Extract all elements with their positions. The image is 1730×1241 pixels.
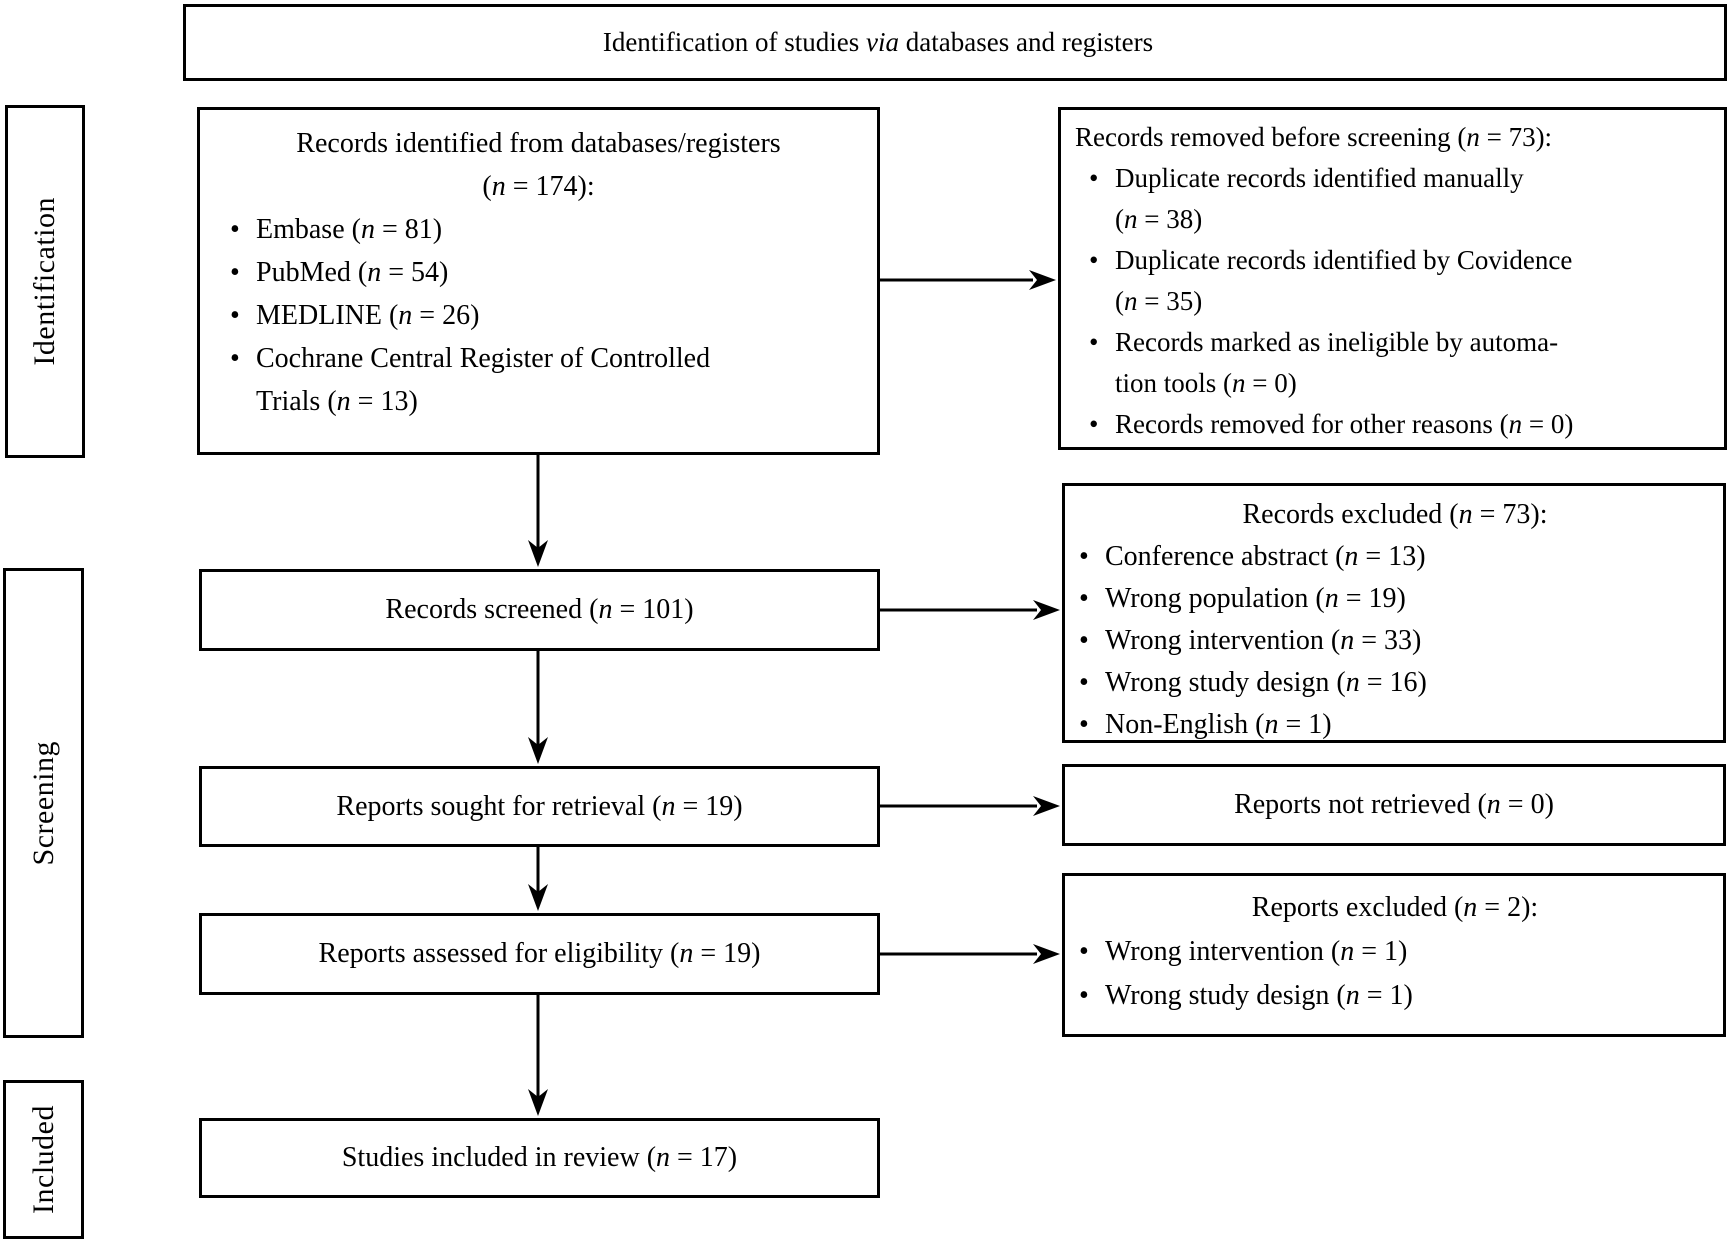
records-identified-bullet-cochrane: • Cochrane Central Register of Controlle…	[230, 337, 861, 423]
banner-box: Identification of studies via databases …	[183, 4, 1727, 81]
bullet-marker: •	[1079, 980, 1089, 1011]
arrow-assessed-to-included	[528, 995, 548, 1116]
records-excluded-bullet-intervention: • Wrong intervention (n = 33)	[1079, 620, 1711, 662]
bullet-marker: •	[1079, 667, 1089, 698]
records-excluded-bullet-design: • Wrong study design (n = 16)	[1079, 662, 1711, 704]
bullet-marker: •	[230, 214, 240, 245]
bullet-marker: •	[1079, 583, 1089, 614]
arrow-identified-to-screened	[528, 455, 548, 567]
stage-label-included: Included	[3, 1080, 84, 1239]
stage-label-identification-text: Identification	[28, 197, 61, 366]
records-identified-bullet-medline: • MEDLINE (n = 26)	[230, 294, 861, 337]
arrow-assessed-to-reports-excluded	[880, 944, 1060, 964]
records-excluded-heading: Records excluded (n = 73):	[1242, 499, 1548, 530]
stage-label-identification: Identification	[5, 105, 85, 458]
bullet-marker: •	[1079, 625, 1089, 656]
records-removed-bullet-automation: • Records marked as ineligible by automa…	[1089, 322, 1712, 404]
reports-sought-text: Reports sought for retrieval (n = 19)	[336, 790, 743, 822]
records-identified-bullet-pubmed: • PubMed (n = 54)	[230, 251, 861, 294]
reports-not-retrieved-text: Reports not retrieved (n = 0)	[1234, 789, 1554, 820]
records-excluded-bullet-language: • Non-English (n = 1)	[1079, 704, 1711, 746]
records-removed-bullet-other: • Records removed for other reasons (n =…	[1089, 404, 1712, 445]
bullet-marker: •	[1089, 327, 1099, 357]
studies-included-text: Studies included in review (n = 17)	[341, 1142, 738, 1173]
records-removed-heading: Records removed before screening (n = 73…	[1075, 122, 1553, 152]
stage-label-screening: Screening	[3, 568, 84, 1038]
records-screened-text: Records screened (n = 101)	[385, 594, 694, 625]
records-excluded-bullet-abstract: • Conference abstract (n = 13)	[1079, 536, 1711, 578]
reports-excluded-heading: Reports excluded (n = 2):	[1251, 892, 1539, 923]
reports-excluded-bullet-design: • Wrong study design (n = 1)	[1079, 974, 1711, 1018]
box-reports-sought: Reports sought for retrieval (n = 19)	[199, 766, 880, 847]
box-reports-excluded: Reports excluded (n = 2): • Wrong interv…	[1062, 873, 1726, 1037]
records-identified-heading: Records identified from databases/regist…	[296, 128, 781, 202]
arrow-identified-to-removed	[880, 270, 1056, 290]
box-records-excluded: Records excluded (n = 73): • Conference …	[1062, 483, 1726, 743]
bullet-marker: •	[230, 257, 240, 288]
reports-assessed-text: Reports assessed for eligibility (n = 19…	[318, 938, 761, 969]
box-records-identified: Records identified from databases/regist…	[197, 107, 880, 455]
bullet-marker: •	[1079, 936, 1089, 967]
records-identified-bullet-embase: • Embase (n = 81)	[230, 208, 861, 251]
box-reports-not-retrieved: Reports not retrieved (n = 0)	[1062, 764, 1726, 846]
arrow-sought-to-assessed	[528, 847, 548, 911]
box-records-screened: Records screened (n = 101)	[199, 569, 880, 651]
arrow-screened-to-sought	[528, 651, 548, 764]
records-removed-bullet-covidence: • Duplicate records identified by Covide…	[1089, 240, 1712, 322]
records-excluded-bullet-population: • Wrong population (n = 19)	[1079, 578, 1711, 620]
bullet-marker: •	[1079, 709, 1089, 740]
arrow-sought-to-not-retrieved	[880, 796, 1060, 816]
box-records-removed-before-screening: Records removed before screening (n = 73…	[1058, 107, 1727, 450]
bullet-marker: •	[1079, 541, 1089, 572]
box-reports-assessed: Reports assessed for eligibility (n = 19…	[199, 913, 880, 995]
records-removed-bullet-manual: • Duplicate records identified manually …	[1089, 158, 1712, 240]
bullet-marker: •	[230, 300, 240, 331]
bullet-marker: •	[1089, 163, 1099, 193]
arrow-screened-to-excluded	[880, 600, 1060, 620]
bullet-marker: •	[230, 343, 240, 374]
bullet-marker: •	[1089, 245, 1099, 275]
stage-label-screening-text: Screening	[26, 740, 60, 866]
box-studies-included: Studies included in review (n = 17)	[199, 1118, 880, 1198]
stage-label-included-text: Included	[26, 1105, 60, 1214]
bullet-marker: •	[1089, 409, 1099, 439]
reports-excluded-bullet-intervention: • Wrong intervention (n = 1)	[1079, 930, 1711, 974]
banner-title: Identification of studies via databases …	[602, 27, 1154, 57]
